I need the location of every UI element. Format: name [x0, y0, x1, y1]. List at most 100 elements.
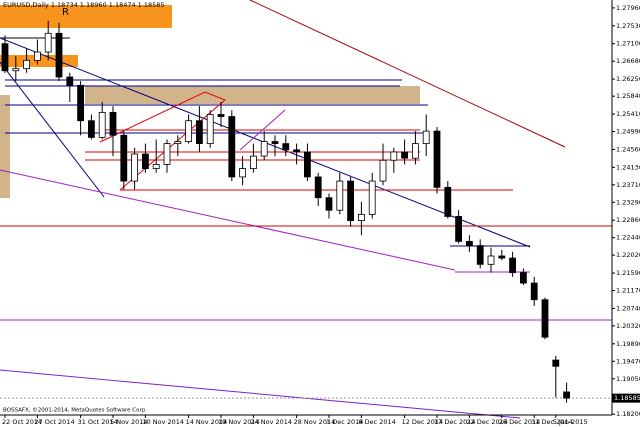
- candle-body: [465, 241, 473, 246]
- candle-body: [34, 51, 41, 61]
- candle-body: [88, 120, 95, 138]
- candle-body: [120, 134, 128, 182]
- candle-body: [455, 216, 463, 242]
- candle-body: [530, 282, 538, 301]
- candle-body: [228, 116, 236, 178]
- x-tick-label: 27 Oct 2014: [34, 418, 74, 426]
- candle-body: [368, 180, 376, 215]
- y-tick-label: 1.18200: [616, 410, 640, 418]
- x-tick-label: 22 Dec 2014: [466, 418, 508, 426]
- y-tick-label: 1.19050: [616, 375, 640, 383]
- candle-body: [411, 143, 419, 159]
- candle-body: [422, 130, 430, 145]
- candle-body: [325, 197, 333, 211]
- y-tick-label: 1.22440: [616, 234, 640, 242]
- candle-body: [12, 68, 20, 72]
- candle-body: [131, 153, 139, 182]
- candle-body: [239, 168, 247, 178]
- zone: [0, 5, 172, 28]
- candle-body: [185, 120, 193, 142]
- y-tick-label: 1.20320: [616, 322, 640, 330]
- candle-body: [520, 272, 527, 284]
- y-tick-label: 1.21170: [616, 287, 640, 295]
- candle-body: [55, 32, 63, 78]
- candle-body: [563, 391, 570, 399]
- candle-body: [509, 257, 517, 274]
- annotation: R: [62, 7, 69, 18]
- y-tick-label: 1.20740: [616, 304, 640, 312]
- x-tick-label: 12 Dec 2014: [402, 418, 444, 426]
- current-price-box: [612, 393, 640, 403]
- candle-body: [433, 130, 441, 188]
- y-tick-label: 1.22020: [616, 251, 640, 259]
- y-tick-label: 1.24560: [616, 145, 640, 153]
- candle-body: [217, 114, 225, 117]
- x-tick-label: 19 Nov 2014: [218, 418, 260, 426]
- y-tick-label: 1.26680: [616, 57, 640, 65]
- candle-body: [401, 151, 409, 159]
- candle-body: [174, 141, 182, 145]
- y-tick-label: 1.27100: [616, 40, 640, 48]
- drawing-objects: [0, 0, 612, 419]
- x-tick-label: 22 Oct 2014: [2, 418, 42, 426]
- x-tick-label: 3 Dec 2014: [326, 418, 363, 426]
- y-tick-label: 1.25840: [616, 92, 640, 100]
- candle-body: [282, 143, 290, 151]
- candle-body: [498, 255, 506, 259]
- candle-body: [541, 299, 549, 338]
- y-tick-label: 1.25410: [616, 110, 640, 118]
- candle-body: [206, 114, 214, 145]
- x-tick-label: 5 Nov 2014: [110, 418, 148, 426]
- candle-body: [390, 151, 398, 161]
- candle-body: [1, 43, 9, 72]
- y-tick-label: 1.24130: [616, 163, 640, 171]
- candle-body: [476, 245, 484, 265]
- candle-body: [152, 164, 160, 169]
- candle-body: [109, 111, 117, 136]
- candle-body: [44, 32, 52, 53]
- candle-body: [357, 213, 365, 222]
- candle-body: [379, 159, 387, 182]
- candle-body: [195, 120, 203, 145]
- y-tick-label: 1.19470: [616, 357, 640, 365]
- x-tick-label: 17 Dec 2014: [434, 418, 476, 426]
- y-tick-label: 1.19890: [616, 340, 640, 348]
- trendline: [249, 0, 566, 148]
- candle-body: [23, 59, 31, 70]
- x-tick-label: 28 Nov 2014: [294, 418, 336, 426]
- zone: [85, 86, 420, 104]
- zone: [0, 95, 10, 198]
- candle-body: [260, 141, 268, 157]
- y-tick-label: 1.27960: [616, 4, 640, 12]
- channel: [99, 91, 226, 191]
- trendline: [0, 61, 105, 198]
- y-tick-label: 1.23290: [616, 198, 640, 206]
- x-tick-label: 24 Nov 2014: [250, 418, 292, 426]
- trendline: [0, 369, 521, 419]
- candle-body: [336, 180, 344, 211]
- candle-body: [303, 151, 311, 178]
- watermark: BOSSAFX, ©2001-2014, MetaQuotes Software…: [3, 407, 147, 414]
- current-price-label: 1.18585: [614, 394, 640, 402]
- candle-body: [77, 84, 84, 122]
- candle-body: [163, 143, 171, 165]
- x-tick-label: 14 Nov 2014: [186, 418, 228, 426]
- y-tick-label: 1.21590: [616, 269, 640, 277]
- candle-body: [444, 186, 452, 217]
- x-tick-label: 8 Dec 2014: [358, 418, 395, 426]
- trendline: [239, 109, 286, 151]
- candle-body: [552, 359, 560, 367]
- candle-body: [293, 149, 301, 153]
- y-tick-label: 1.26250: [616, 75, 640, 83]
- candle-body: [98, 111, 106, 138]
- x-tick-label: 31 Dec 2014: [531, 418, 573, 426]
- candle-body: [487, 255, 495, 265]
- candle-body: [347, 180, 355, 222]
- y-tick-label: 1.23710: [616, 181, 640, 189]
- x-tick-label: 31 Oct 2014: [78, 418, 118, 426]
- trendline: [0, 169, 456, 271]
- x-tick-label: 5 Jan 2015: [553, 418, 588, 426]
- y-tick-label: 1.24990: [616, 128, 640, 136]
- candle-body: [249, 155, 257, 169]
